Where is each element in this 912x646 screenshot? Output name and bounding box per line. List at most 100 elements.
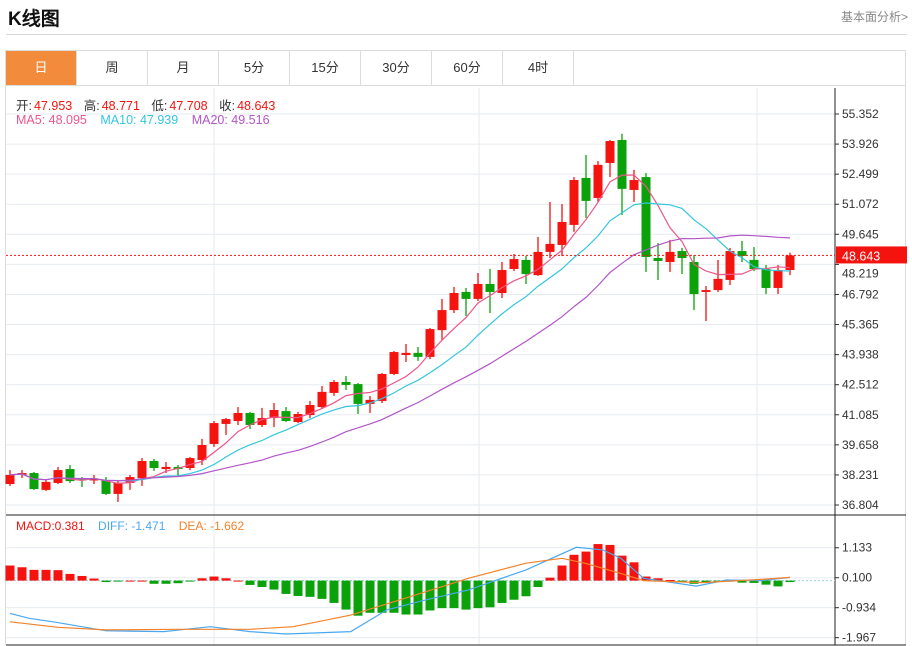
ma20-value: MA20: 49.516	[191, 113, 270, 127]
tab-5min[interactable]: 5分	[219, 51, 290, 85]
candle-body	[53, 470, 63, 483]
candle-body	[521, 259, 531, 275]
candle-body	[593, 164, 603, 198]
tab-week[interactable]: 周	[77, 51, 148, 85]
diff-value: DIFF: -1.471	[98, 519, 166, 533]
macd-bar	[785, 580, 795, 583]
candle-body	[773, 270, 783, 288]
candle-body	[77, 478, 87, 481]
dea-line	[9, 557, 791, 631]
macd-bar	[281, 580, 291, 594]
candle-body	[305, 404, 315, 416]
macd-bar	[653, 578, 663, 581]
macd-bar	[365, 580, 375, 613]
macd-bar	[413, 580, 423, 615]
ma5-line	[9, 174, 791, 485]
macd-bar	[761, 580, 771, 585]
candle-body	[257, 418, 267, 425]
macd-bar	[377, 580, 387, 613]
candle-body	[485, 283, 495, 292]
candle-body	[29, 473, 39, 490]
candle-body	[665, 251, 675, 263]
candle-body	[233, 412, 243, 421]
macd-bar	[353, 580, 363, 616]
high-value: 48.771	[101, 99, 140, 113]
candle-body	[5, 474, 15, 485]
macd-value: MACD:0.381	[16, 519, 85, 533]
last-price-badge	[836, 246, 907, 264]
candle-body	[497, 270, 507, 294]
candle-body	[89, 478, 99, 481]
low-label: 低:	[151, 99, 168, 113]
candle-body	[785, 255, 795, 270]
candle-body	[545, 243, 555, 252]
tab-30min[interactable]: 30分	[361, 51, 432, 85]
macd-bar	[701, 580, 711, 583]
macd-bar	[89, 578, 99, 581]
candle-body	[413, 352, 423, 357]
candle-body	[245, 412, 255, 425]
high-label: 高:	[83, 99, 100, 113]
macd-bar	[161, 580, 171, 584]
tab-day[interactable]: 日	[6, 51, 77, 85]
candle-body	[689, 262, 699, 295]
price-tick-label: 42.512	[842, 378, 879, 392]
macd-bar	[293, 580, 303, 596]
candle-body	[725, 251, 735, 280]
open-label: 开:	[16, 99, 32, 113]
macd-readout: MACD:0.381 DIFF: -1.471 DEA: -1.662	[16, 519, 246, 533]
candle-body	[269, 410, 279, 419]
macd-bar	[305, 580, 315, 597]
macd-bar	[485, 580, 495, 608]
candle-body	[389, 352, 399, 374]
candle-body	[533, 251, 543, 276]
candle-body	[137, 461, 147, 479]
price-tick-label: 41.085	[842, 408, 879, 422]
fundamental-analysis-link[interactable]: 基本面分析>	[840, 10, 908, 24]
macd-bar	[269, 580, 279, 590]
candle-body	[209, 423, 219, 444]
ma10-line	[9, 202, 791, 482]
macd-tick-label: 0.100	[842, 571, 872, 585]
candle-body	[677, 251, 687, 259]
macd-bar	[101, 580, 111, 583]
macd-tick-label: 1.133	[842, 541, 872, 555]
candle-body	[749, 259, 759, 269]
macd-bar	[197, 578, 207, 581]
macd-bar	[221, 578, 231, 581]
ma-readout: MA5: 48.095 MA10: 47.939 MA20: 49.516	[16, 113, 272, 127]
macd-bar	[581, 551, 591, 581]
tab-15min[interactable]: 15分	[290, 51, 361, 85]
macd-tick-label: -0.934	[842, 601, 876, 615]
candle-body	[221, 419, 231, 424]
macd-bar	[749, 580, 759, 583]
macd-tick-label: -1.967	[842, 631, 876, 645]
candle-body	[557, 221, 567, 245]
macd-bar	[665, 580, 675, 582]
tab-60min[interactable]: 60分	[432, 51, 503, 85]
close-label: 收:	[219, 99, 236, 113]
candle-body	[365, 399, 375, 404]
macd-bar	[629, 562, 639, 581]
macd-bar	[137, 580, 147, 582]
macd-bar	[77, 575, 87, 581]
macd-bar	[497, 580, 507, 603]
candle-body	[377, 373, 387, 401]
candle-body	[473, 283, 483, 299]
macd-bar	[233, 580, 243, 582]
dea-value: DEA: -1.662	[178, 519, 245, 533]
candle-body	[701, 290, 711, 292]
tab-month[interactable]: 月	[148, 51, 219, 85]
macd-bar	[209, 576, 219, 581]
price-tick-label: 52.499	[842, 167, 879, 181]
candle-body	[65, 469, 75, 482]
tab-4hour[interactable]: 4时	[503, 51, 574, 85]
candle-body	[641, 177, 651, 257]
macd-bar	[125, 580, 135, 582]
candle-body	[437, 310, 447, 331]
macd-bar	[329, 580, 339, 603]
macd-bar	[617, 555, 627, 581]
close-value: 48.643	[237, 99, 276, 113]
macd-bar	[449, 580, 459, 609]
